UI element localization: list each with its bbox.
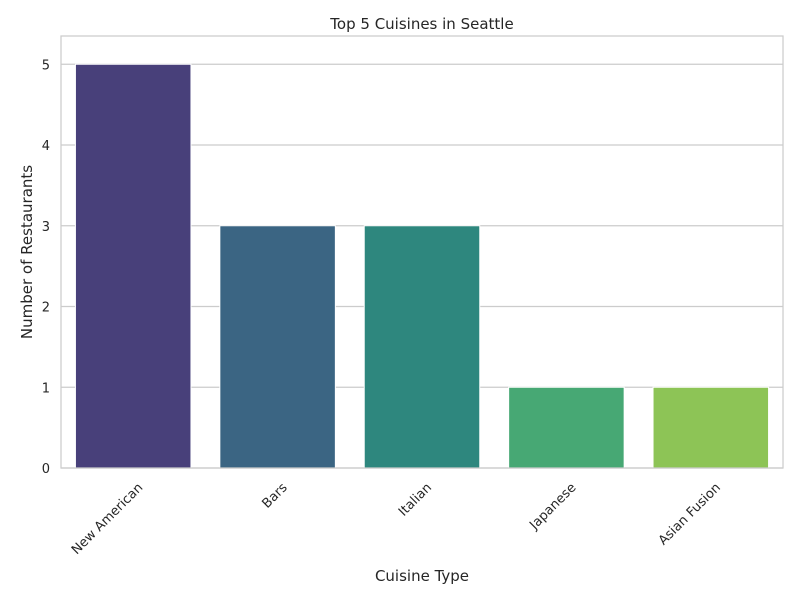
- chart-title: Top 5 Cuisines in Seattle: [329, 15, 513, 33]
- bar-japanese: [508, 386, 625, 469]
- bar-asian-fusion: [652, 386, 770, 469]
- y-axis-label: Number of Restaurants: [18, 165, 36, 339]
- bars: [74, 63, 770, 469]
- plot-frame: [60, 35, 784, 469]
- y-tick-label: 0: [42, 462, 50, 477]
- bar-new-american: [74, 63, 192, 469]
- bar-bars: [219, 225, 336, 469]
- y-tick-label: 3: [42, 220, 50, 235]
- y-tick-label: 4: [42, 139, 50, 154]
- y-tick-label: 1: [42, 381, 50, 396]
- x-axis-label: Cuisine Type: [375, 567, 469, 585]
- y-tick-labels: 0 1 2 3 4 5: [42, 58, 50, 477]
- y-tick-label: 5: [42, 58, 50, 73]
- bar-italian: [363, 225, 481, 469]
- y-tick-label: 2: [42, 301, 50, 316]
